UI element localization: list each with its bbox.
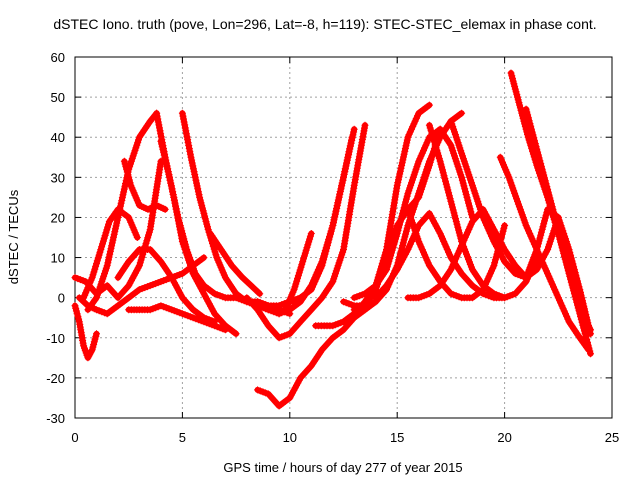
- series-arc-17: [254, 298, 380, 410]
- series-markers: [522, 105, 594, 334]
- y-tick-label: 60: [51, 50, 65, 65]
- y-tick-label: 20: [51, 210, 65, 225]
- y-tick-label: -10: [46, 331, 65, 346]
- series-arc-8: [125, 302, 229, 334]
- series-layer: [71, 69, 594, 410]
- series-markers: [264, 133, 356, 318]
- series-arc-13: [243, 121, 369, 342]
- y-tick-label: -20: [46, 371, 65, 386]
- series-markers: [425, 121, 541, 302]
- y-tick-label: 30: [51, 170, 65, 185]
- x-tick-label: 15: [390, 430, 404, 445]
- series-arc-7: [114, 246, 219, 326]
- x-tick-label: 0: [71, 430, 78, 445]
- x-tick-label: 10: [283, 430, 297, 445]
- series-arc-29: [522, 105, 594, 334]
- chart-title: dSTEC Iono. truth (pove, Lon=296, Lat=-8…: [53, 16, 596, 32]
- series-markers: [243, 121, 369, 342]
- series-arc-21: [350, 125, 476, 302]
- series-markers: [125, 302, 229, 334]
- series-markers: [120, 157, 169, 213]
- x-tick-label: 25: [605, 430, 619, 445]
- series-markers: [447, 117, 562, 282]
- series-markers: [206, 230, 264, 298]
- series-markers: [275, 230, 315, 318]
- series-arc-25: [425, 121, 541, 302]
- series-markers: [254, 298, 380, 410]
- y-tick-label: 40: [51, 130, 65, 145]
- series-markers: [350, 125, 476, 302]
- x-axis-label: GPS time / hours of day 277 of year 2015: [223, 460, 462, 475]
- x-tick-label: 5: [179, 430, 186, 445]
- series-markers: [71, 302, 100, 362]
- series-arc-27: [496, 153, 592, 354]
- y-tick-label: 0: [58, 291, 65, 306]
- series-arc-16: [275, 230, 315, 318]
- y-tick-label: 10: [51, 251, 65, 266]
- y-axis-label: dSTEC / TECUs: [6, 189, 21, 284]
- series-arc-1: [71, 302, 100, 362]
- series-arc-6: [120, 157, 169, 213]
- series-arc-12: [206, 230, 264, 298]
- y-tick-label: -30: [46, 411, 65, 426]
- x-tick-label: 20: [497, 430, 511, 445]
- series-markers: [522, 205, 594, 338]
- series-arc-30: [522, 205, 594, 338]
- series-markers: [496, 153, 592, 354]
- y-tick-label: 50: [51, 90, 65, 105]
- plot-frame: [74, 56, 613, 419]
- tick-layer: 0 5 10 15 20 25 -30 -20 -10 0 10 20 30 40 50 60: [46, 50, 619, 445]
- series-markers: [114, 246, 219, 326]
